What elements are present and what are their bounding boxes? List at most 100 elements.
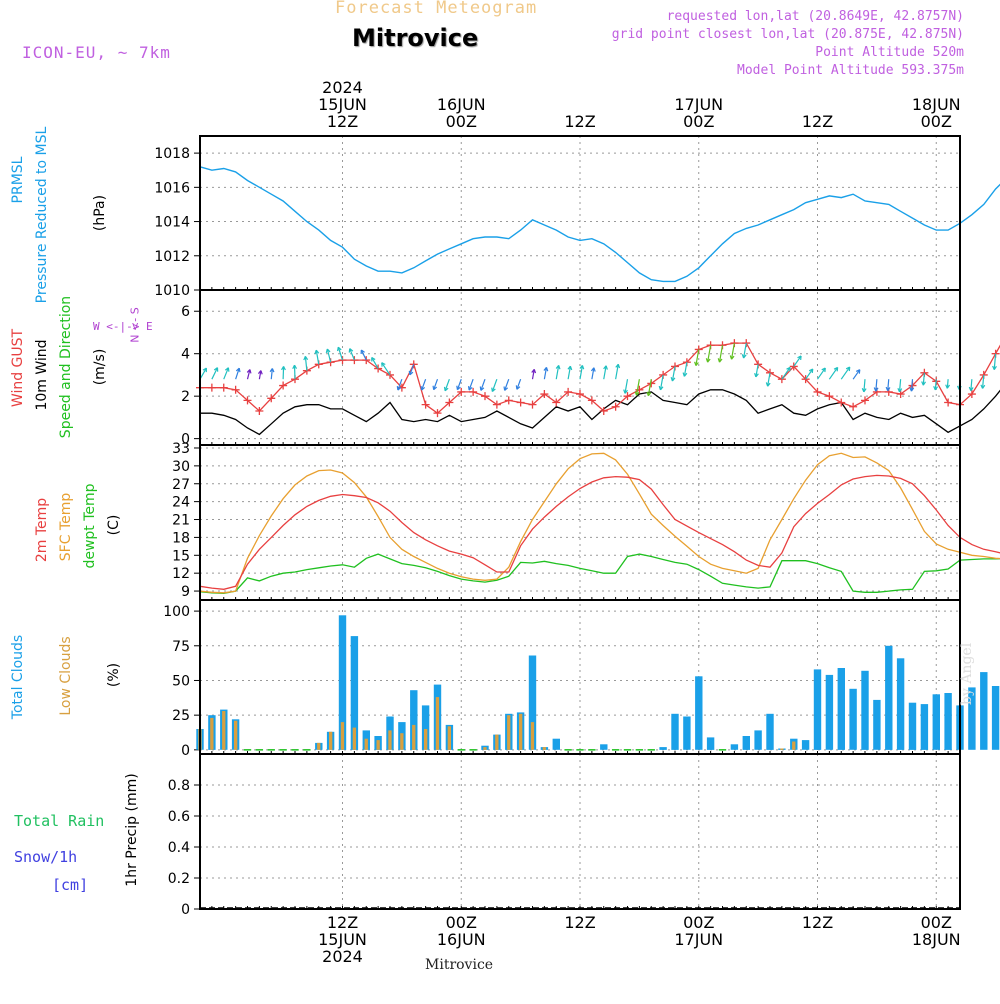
wind-direction-arrow xyxy=(782,367,790,379)
gust-marker xyxy=(825,392,833,400)
gust-marker xyxy=(208,384,216,392)
low-clouds-bar xyxy=(436,697,439,750)
y-tick-label: 0 xyxy=(181,743,190,759)
low-clouds-bar xyxy=(388,730,391,749)
low-clouds-bar xyxy=(519,714,522,750)
gust-marker xyxy=(944,399,952,407)
bottom-date-label: 12Z xyxy=(802,915,833,932)
date-line: 00Z xyxy=(674,114,723,131)
low-clouds-bar xyxy=(780,749,783,750)
total-clouds-bar xyxy=(921,704,928,750)
pressure-unit: (hPa) xyxy=(93,195,107,231)
gust-marker xyxy=(220,384,228,392)
y-tick-label: 0.8 xyxy=(168,778,190,794)
y-tick-label: 0.4 xyxy=(168,840,190,856)
date-line: 12Z xyxy=(318,114,367,131)
total-clouds-bar xyxy=(695,676,702,750)
date-line: 00Z xyxy=(437,114,486,131)
tsfc-label: SFC Temp xyxy=(59,493,73,561)
low-clouds-bar xyxy=(495,735,498,750)
prmsl-label: PRMSL xyxy=(11,157,25,204)
low-clouds-bar xyxy=(412,725,415,750)
low-clouds-label: Low Clouds xyxy=(59,636,73,715)
wind-dir-label: Speed and Direction xyxy=(59,296,73,438)
total-clouds-bar xyxy=(873,700,880,750)
gust-marker xyxy=(849,403,857,411)
wind-gust-line xyxy=(200,299,1000,418)
low-clouds-bar xyxy=(210,718,213,750)
y-tick-label: 1014 xyxy=(154,215,190,231)
y-tick-label: 75 xyxy=(172,639,190,655)
y-tick-label: 6 xyxy=(181,304,190,320)
y-tick-label: 1012 xyxy=(154,249,190,265)
total-clouds-bar xyxy=(600,744,607,750)
total-clouds-bar xyxy=(814,669,821,750)
low-clouds-bar xyxy=(317,743,320,750)
total-clouds-bar xyxy=(861,671,868,750)
date-line: 12Z xyxy=(802,915,833,932)
total-clouds-bar xyxy=(731,744,738,750)
wind10m-label: 10m Wind xyxy=(35,339,49,410)
requested-lonlat: requested lon,lat (20.8649E, 42.8757N) xyxy=(667,10,964,23)
y-tick-label: 4 xyxy=(181,347,190,363)
y-tick-label: 1016 xyxy=(154,180,190,196)
total-clouds-bar xyxy=(754,730,761,749)
pressure-line xyxy=(200,148,1000,281)
dewpt-line xyxy=(200,545,1000,594)
precip-axis-label: 1hr Precip (mm) xyxy=(125,773,139,886)
clouds-unit: (%) xyxy=(107,663,121,687)
y-tick-label: 12 xyxy=(172,566,190,582)
y-tick-label: 0.2 xyxy=(168,871,190,887)
total-clouds-bar xyxy=(980,672,987,750)
total-clouds-bar xyxy=(707,737,714,750)
gust-marker xyxy=(493,401,501,409)
credit-watermark: by Angel xyxy=(960,643,974,705)
total-clouds-bar xyxy=(838,668,845,750)
compass-we: W <-|-> E xyxy=(93,321,153,332)
wind-unit: (m/s) xyxy=(93,349,107,386)
bottom-date-label: 12Z xyxy=(564,915,595,932)
panel-frame xyxy=(200,136,960,290)
footer-location: Mitrovice xyxy=(425,958,493,972)
total-clouds-bar xyxy=(849,689,856,750)
low-clouds-bar xyxy=(222,711,225,750)
panel-wind xyxy=(194,311,960,445)
total-clouds-bar xyxy=(992,686,999,750)
low-clouds-bar xyxy=(792,742,795,750)
snow-unit: [cm] xyxy=(52,876,88,894)
gridpoint-lonlat: grid point closest lon,lat (20.875E, 42.… xyxy=(612,28,964,41)
y-tick-label: 1010 xyxy=(154,283,190,299)
y-tick-label: 30 xyxy=(172,459,190,475)
total-clouds-bar xyxy=(802,740,809,750)
forecast-title: Forecast Meteogram xyxy=(335,0,537,17)
y-tick-label: 15 xyxy=(172,548,190,564)
low-clouds-bar xyxy=(531,722,534,750)
top-date-label: 12Z xyxy=(564,114,595,131)
wind-direction-arrow xyxy=(841,367,849,379)
wind-10m-line xyxy=(200,369,1000,435)
rain-label: Total Rain xyxy=(14,812,104,830)
total-clouds-bar xyxy=(885,646,892,750)
date-line: 00Z xyxy=(912,114,961,131)
y-tick-label: 100 xyxy=(163,604,190,620)
y-tick-label: 25 xyxy=(172,708,190,724)
y-tick-label: 33 xyxy=(172,441,190,457)
gust-label: Wind GUST xyxy=(11,329,25,407)
total-clouds-bar xyxy=(766,714,773,750)
low-clouds-bar xyxy=(400,733,403,750)
total-clouds-bar xyxy=(933,694,940,750)
total-clouds-bar xyxy=(671,714,678,750)
date-line: 12Z xyxy=(802,114,833,131)
low-clouds-bar xyxy=(507,715,510,750)
top-date-label: 12Z xyxy=(802,114,833,131)
low-clouds-bar xyxy=(353,728,356,750)
low-clouds-bar xyxy=(341,722,344,750)
